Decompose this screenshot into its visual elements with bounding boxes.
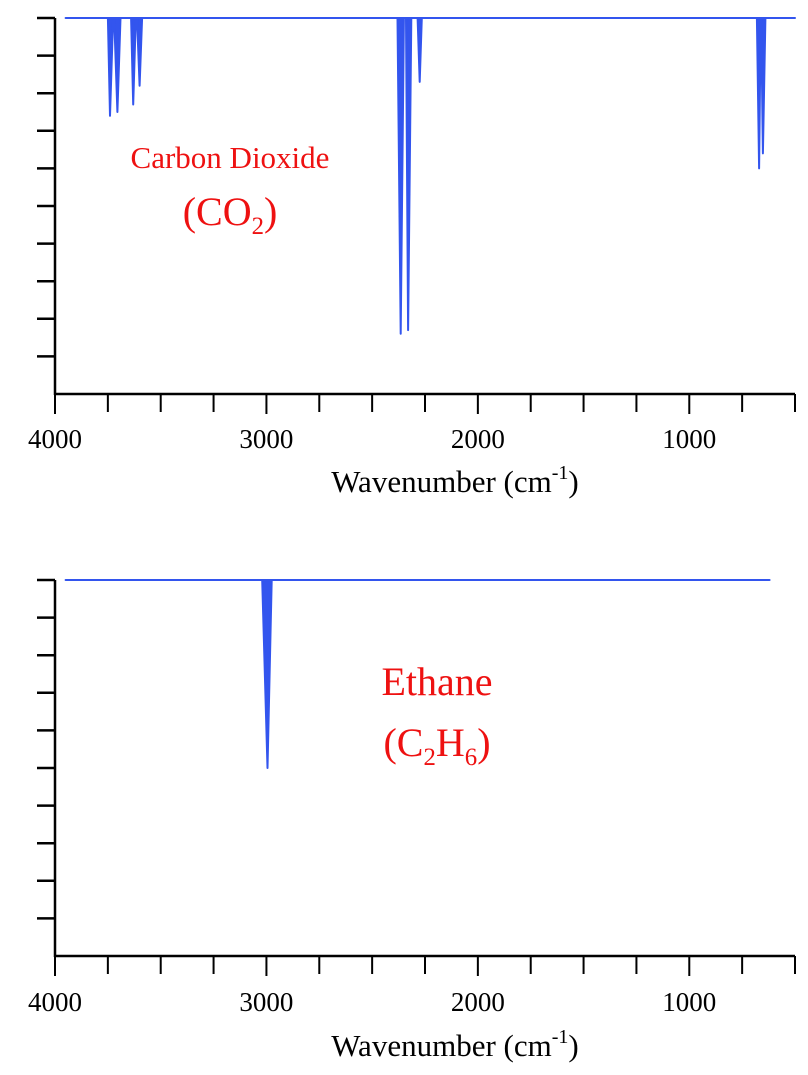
formula-subscript: 2 xyxy=(252,213,264,240)
formula-part: (CO xyxy=(183,189,252,234)
compound-name: Ethane xyxy=(381,659,492,704)
formula-part: (C xyxy=(383,720,423,765)
x-axis-label-sup: -1 xyxy=(552,462,569,484)
x-axis-label-main: Wavenumber (cm xyxy=(331,464,551,499)
chart-panel-1: 4000 3000 2000 1000 Wavenumber (cm-1) Carbon … xyxy=(28,16,796,499)
compound-formula: (CO2) xyxy=(183,189,278,240)
x-tick-label: 2000 xyxy=(451,424,505,454)
x-axis-label-main: Wavenumber (cm xyxy=(331,1028,551,1063)
x-tick-label: 1000 xyxy=(662,424,716,454)
formula-part: H xyxy=(436,720,465,765)
formula-part: ) xyxy=(264,189,277,234)
x-axis-label-sup: -1 xyxy=(552,1026,569,1048)
formula-subscript: 6 xyxy=(465,744,477,771)
spectrum-series-2-1 xyxy=(64,579,771,769)
x-axis-label-tail: ) xyxy=(568,464,578,499)
formula-subscript: 2 xyxy=(423,744,435,771)
formula-part: ) xyxy=(477,720,490,765)
compound-name: Carbon Dioxide xyxy=(131,140,330,175)
chart-panel-2: 4000 3000 2000 1000 Wavenumber (cm-1) Ethane (… xyxy=(28,578,796,1063)
x-tick-label: 2000 xyxy=(451,987,505,1017)
x-tick-label: 4000 xyxy=(28,987,82,1017)
compound-formula: (C2H6) xyxy=(383,720,490,771)
x-tick-label: 3000 xyxy=(239,424,293,454)
x-axis-label: Wavenumber (cm-1) xyxy=(331,462,578,499)
x-tick-label: 3000 xyxy=(239,987,293,1017)
x-axis-label-tail: ) xyxy=(568,1028,578,1063)
x-tick-label: 4000 xyxy=(28,424,82,454)
x-tick-label: 1000 xyxy=(662,987,716,1017)
x-axis-label: Wavenumber (cm-1) xyxy=(331,1026,578,1063)
spectrum-series-1-1 xyxy=(64,17,796,335)
